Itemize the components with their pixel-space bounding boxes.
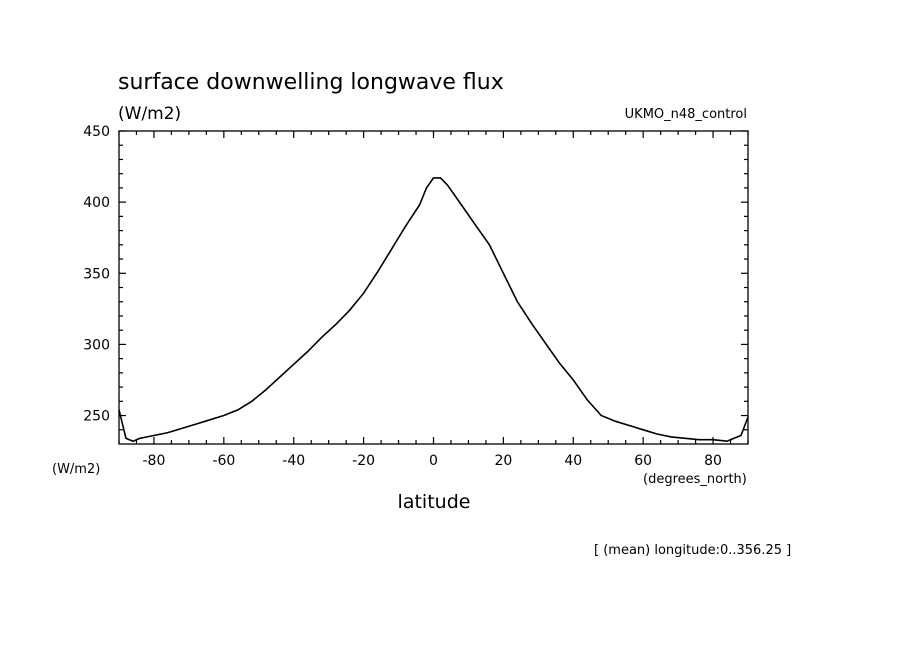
tick-marks	[118, 130, 749, 444]
y-tick-labels: 250 300 350 400 450	[83, 124, 110, 425]
y-tick-label: 450	[83, 124, 110, 140]
x-tick-label: 40	[564, 453, 582, 469]
x-tick-label: -80	[143, 453, 166, 469]
x-tick-label: 20	[494, 453, 512, 469]
x-tick-labels: -80 -60 -40 -20 0 20 40 60 80	[143, 453, 722, 469]
chart-title: surface downwelling longwave flux	[118, 70, 504, 95]
x-axis-label: latitude	[398, 491, 471, 513]
dataset-label: UKMO_n48_control	[625, 107, 747, 122]
y-tick-label: 250	[83, 409, 110, 425]
x-tick-label: 0	[429, 453, 438, 469]
series-line	[118, 177, 749, 443]
x-tick-label: 60	[634, 453, 652, 469]
y-tick-label: 350	[83, 266, 110, 282]
units-label: (W/m2)	[118, 104, 181, 124]
footnote: [ (mean) longitude:0..356.25 ]	[594, 543, 791, 558]
y-tick-label: 400	[83, 195, 110, 211]
y-axis-label: (W/m2)	[52, 462, 100, 477]
x-units-label: (degrees_north)	[643, 472, 747, 487]
x-tick-label: 80	[704, 453, 722, 469]
x-tick-label: -40	[282, 453, 305, 469]
x-tick-label: -20	[352, 453, 375, 469]
y-tick-label: 300	[83, 337, 110, 353]
x-tick-label: -60	[212, 453, 235, 469]
